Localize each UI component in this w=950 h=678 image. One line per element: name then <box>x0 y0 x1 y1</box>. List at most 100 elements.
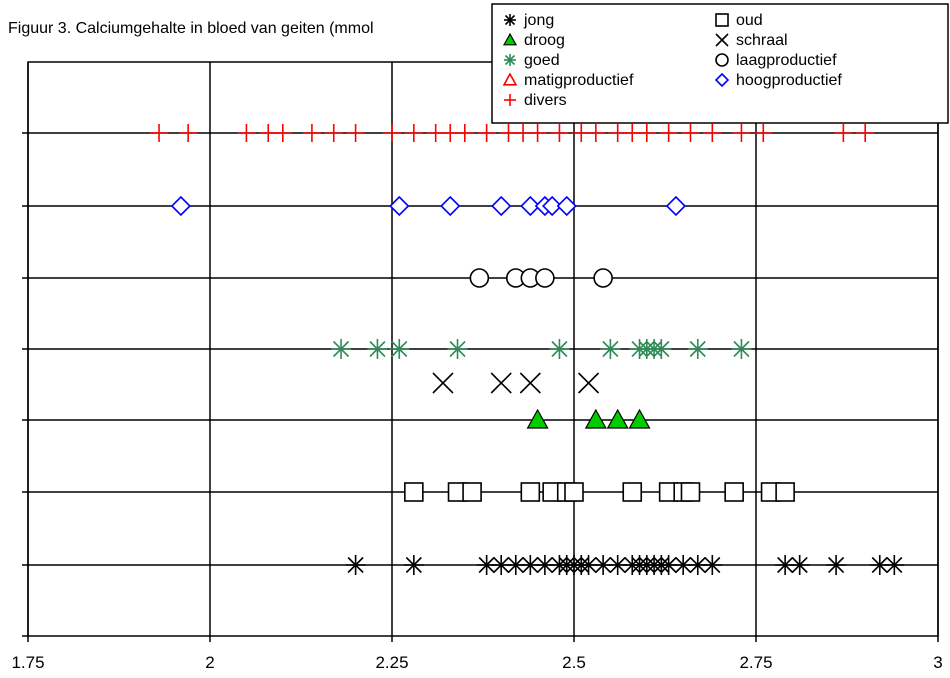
data-point <box>856 124 875 142</box>
series-markers <box>150 124 905 575</box>
data-point <box>577 372 600 394</box>
data-point <box>383 124 401 142</box>
data-point <box>491 195 512 217</box>
legend-marker <box>504 54 516 66</box>
x-tick-label: 2 <box>205 653 214 672</box>
data-point <box>789 555 810 575</box>
chart-title: Figuur 3. Calciumgehalte in bloed van ge… <box>8 20 374 37</box>
data-point <box>505 555 526 575</box>
legend-marker <box>714 72 730 88</box>
legend-item-hoogproductief: hoogproductief <box>714 72 842 89</box>
data-point <box>702 555 723 575</box>
data-point <box>884 555 905 575</box>
data-point <box>179 124 198 142</box>
legend-item-divers: divers <box>504 92 567 109</box>
data-point <box>622 482 643 502</box>
data-point <box>331 339 352 359</box>
data-point <box>490 372 512 394</box>
series-hoogproductief <box>170 195 687 217</box>
data-point <box>520 482 541 502</box>
legend-marker <box>502 72 518 86</box>
data-point <box>404 124 423 142</box>
legend-item-schraal: schraal <box>715 32 788 49</box>
data-point <box>491 555 512 575</box>
x-tick-label: 2.5 <box>562 653 586 672</box>
legend-marker <box>504 14 516 26</box>
data-point <box>826 555 847 575</box>
data-point <box>731 339 752 359</box>
data-point <box>542 195 563 217</box>
data-point <box>404 482 424 502</box>
data-point <box>477 124 496 142</box>
x-tick-label: 2.25 <box>375 653 408 672</box>
legend-item-matigproductief: matigproductief <box>502 72 634 89</box>
data-point <box>237 124 256 142</box>
legend-marker <box>502 32 518 46</box>
x-tick-label: 1.75 <box>11 653 44 672</box>
data-point <box>447 339 468 359</box>
series-jong <box>345 555 905 575</box>
data-point <box>528 124 547 142</box>
data-point <box>324 124 343 142</box>
legend-marker <box>715 13 729 27</box>
data-point <box>687 339 708 359</box>
data-point <box>432 372 454 394</box>
legend-label: divers <box>524 92 567 109</box>
data-point <box>520 195 541 217</box>
legend-label: oud <box>736 12 763 29</box>
data-point <box>687 555 708 575</box>
data-point <box>273 124 292 142</box>
data-point <box>775 482 795 502</box>
legend-item-laagproductief: laagproductief <box>715 52 837 69</box>
data-point <box>389 339 410 359</box>
data-point <box>550 124 569 142</box>
data-point <box>535 268 555 288</box>
data-point <box>593 555 614 575</box>
data-point <box>754 124 773 142</box>
legend-marker <box>715 53 729 67</box>
data-point <box>724 482 744 502</box>
series-schraal <box>432 372 600 394</box>
data-point <box>659 124 678 142</box>
series-divers <box>150 124 875 142</box>
data-point <box>440 195 461 217</box>
x-tick-label: 2.75 <box>739 653 772 672</box>
data-point <box>556 195 577 217</box>
data-point <box>455 124 474 142</box>
data-point <box>775 555 796 575</box>
legend-label: goed <box>524 52 560 69</box>
data-point <box>150 124 169 142</box>
x-tick-label: 3 <box>933 653 942 672</box>
series-droog <box>526 408 651 429</box>
data-point <box>834 124 853 142</box>
data-point <box>651 339 672 359</box>
legend-label: matigproductief <box>524 72 634 89</box>
data-point <box>403 555 424 575</box>
legend-label: laagproductief <box>736 52 837 69</box>
data-point <box>637 124 656 142</box>
legend: jong oud droog schraal goed laagproductief mat… <box>491 3 949 124</box>
legend-label: schraal <box>736 32 788 49</box>
data-point <box>469 268 490 288</box>
data-point <box>476 555 497 575</box>
data-point <box>462 482 482 502</box>
data-point <box>584 408 607 429</box>
data-point <box>665 195 687 217</box>
series-laagproductief <box>469 268 613 288</box>
legend-marker <box>715 33 729 47</box>
data-point <box>345 555 366 575</box>
data-point <box>703 124 722 142</box>
legend-marker <box>504 94 516 106</box>
data-point <box>628 408 651 429</box>
legend-label: jong <box>523 12 554 29</box>
data-point <box>586 124 605 142</box>
data-point <box>680 482 701 502</box>
data-point <box>549 339 570 359</box>
data-point <box>526 408 549 429</box>
data-point <box>302 124 321 142</box>
data-point <box>389 195 410 217</box>
grid <box>22 61 939 642</box>
data-point <box>658 555 679 575</box>
series-oud <box>404 482 795 502</box>
